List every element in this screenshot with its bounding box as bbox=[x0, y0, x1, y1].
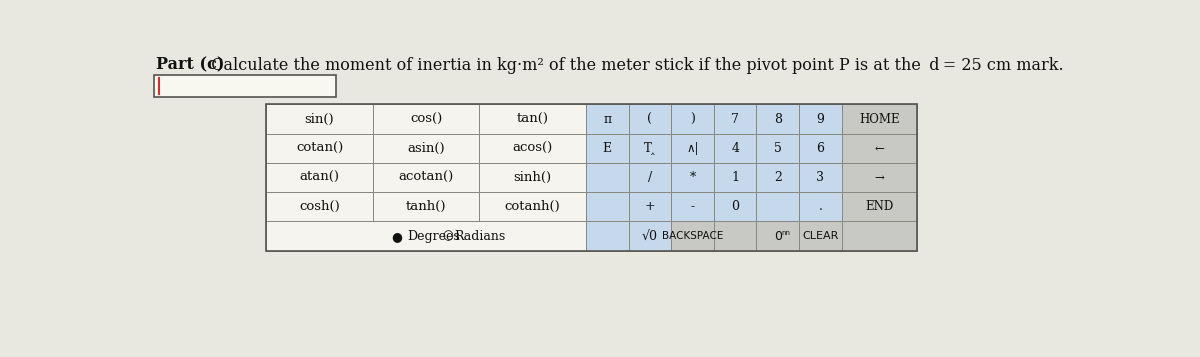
Text: CLEAR: CLEAR bbox=[802, 231, 839, 241]
Bar bbox=[266, 221, 586, 251]
Text: 2: 2 bbox=[774, 171, 781, 184]
Bar bbox=[266, 192, 373, 221]
Text: 1: 1 bbox=[731, 171, 739, 184]
Bar bbox=[629, 221, 671, 251]
Bar bbox=[154, 75, 336, 97]
Bar bbox=[714, 105, 756, 134]
Text: ←: ← bbox=[875, 142, 884, 155]
Text: √0: √0 bbox=[642, 230, 658, 243]
Text: 9: 9 bbox=[816, 112, 824, 126]
Bar bbox=[373, 163, 479, 192]
Bar bbox=[756, 192, 799, 221]
Text: 7: 7 bbox=[731, 112, 739, 126]
Bar bbox=[586, 163, 629, 192]
Bar bbox=[266, 163, 373, 192]
Bar bbox=[671, 134, 714, 163]
Text: tan(): tan() bbox=[517, 112, 548, 126]
Bar bbox=[799, 221, 841, 251]
Text: acos(): acos() bbox=[512, 142, 553, 155]
Text: 8: 8 bbox=[774, 112, 781, 126]
Text: π: π bbox=[604, 112, 611, 126]
Bar bbox=[671, 221, 714, 251]
Bar bbox=[841, 192, 917, 221]
Bar bbox=[714, 134, 756, 163]
Text: Radians: Radians bbox=[454, 230, 505, 243]
Text: *: * bbox=[689, 171, 696, 184]
Bar bbox=[586, 192, 629, 221]
Bar bbox=[799, 192, 841, 221]
Text: Part (c): Part (c) bbox=[156, 57, 224, 74]
Bar bbox=[671, 192, 714, 221]
Text: cotan(): cotan() bbox=[296, 142, 343, 155]
Bar bbox=[586, 221, 629, 251]
Text: sin(): sin() bbox=[305, 112, 335, 126]
Bar bbox=[586, 105, 629, 134]
Text: -: - bbox=[690, 200, 695, 213]
Text: ∧|: ∧| bbox=[686, 142, 698, 155]
Bar bbox=[841, 221, 917, 251]
Bar bbox=[799, 134, 841, 163]
Text: (: ( bbox=[647, 112, 653, 126]
Bar bbox=[756, 163, 799, 192]
Bar bbox=[756, 134, 799, 163]
Text: E: E bbox=[602, 142, 612, 155]
Text: nn: nn bbox=[781, 230, 791, 236]
Text: +: + bbox=[644, 200, 655, 213]
Bar bbox=[586, 134, 629, 163]
Text: HOME: HOME bbox=[859, 112, 900, 126]
Text: cosh(): cosh() bbox=[299, 200, 340, 213]
Text: Calculate the moment of inertia in kg·m² of the meter stick if the pivot point P: Calculate the moment of inertia in kg·m²… bbox=[202, 57, 1063, 74]
Bar bbox=[756, 105, 799, 134]
Text: .: . bbox=[818, 200, 822, 213]
Bar bbox=[373, 192, 479, 221]
Text: ●: ● bbox=[391, 230, 402, 243]
Text: atan(): atan() bbox=[300, 171, 340, 184]
Text: END: END bbox=[865, 200, 894, 213]
Text: ): ) bbox=[690, 112, 695, 126]
Bar bbox=[629, 163, 671, 192]
Bar bbox=[479, 192, 586, 221]
Text: 3: 3 bbox=[816, 171, 824, 184]
Text: 5: 5 bbox=[774, 142, 781, 155]
Bar bbox=[671, 163, 714, 192]
Bar bbox=[266, 105, 373, 134]
Bar bbox=[266, 105, 917, 251]
Text: T‸: T‸ bbox=[644, 142, 656, 155]
Bar bbox=[714, 192, 756, 221]
Bar bbox=[629, 192, 671, 221]
Bar bbox=[373, 134, 479, 163]
Text: 0: 0 bbox=[774, 230, 781, 243]
Text: acotan(): acotan() bbox=[398, 171, 454, 184]
Bar bbox=[479, 134, 586, 163]
Bar bbox=[714, 163, 756, 192]
Bar bbox=[841, 134, 917, 163]
Bar bbox=[479, 105, 586, 134]
Text: →: → bbox=[875, 171, 884, 184]
Bar bbox=[799, 105, 841, 134]
Text: 4: 4 bbox=[731, 142, 739, 155]
Text: cotanh(): cotanh() bbox=[505, 200, 560, 213]
Bar bbox=[266, 134, 373, 163]
Text: ○: ○ bbox=[443, 230, 454, 243]
Bar bbox=[714, 221, 756, 251]
Bar bbox=[841, 105, 917, 134]
Text: tanh(): tanh() bbox=[406, 200, 446, 213]
Text: sinh(): sinh() bbox=[514, 171, 552, 184]
Bar bbox=[373, 105, 479, 134]
Text: 0: 0 bbox=[731, 200, 739, 213]
Bar bbox=[671, 105, 714, 134]
Bar bbox=[799, 163, 841, 192]
Bar bbox=[756, 221, 799, 251]
Text: Degrees: Degrees bbox=[408, 230, 461, 243]
Bar bbox=[629, 134, 671, 163]
Text: 6: 6 bbox=[816, 142, 824, 155]
Text: BACKSPACE: BACKSPACE bbox=[662, 231, 724, 241]
Text: cos(): cos() bbox=[410, 112, 443, 126]
Bar bbox=[479, 163, 586, 192]
Bar bbox=[629, 105, 671, 134]
Bar bbox=[841, 163, 917, 192]
Text: asin(): asin() bbox=[407, 142, 445, 155]
Text: /: / bbox=[648, 171, 652, 184]
